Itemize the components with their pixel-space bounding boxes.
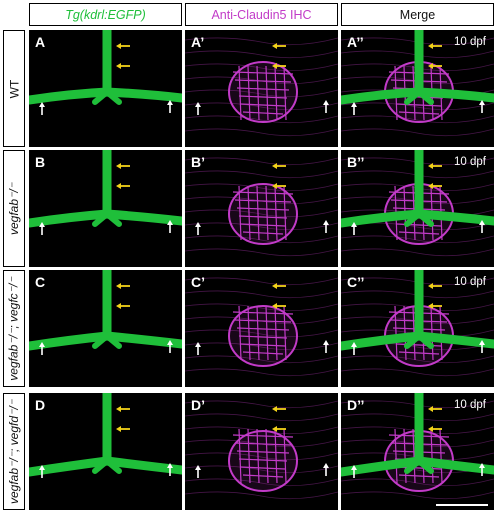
- yellow-arrow-icon: [116, 426, 130, 432]
- white-arrow-icon: [195, 222, 201, 235]
- micrograph-panel-green: A: [29, 30, 182, 147]
- panel-letter: C: [35, 274, 46, 290]
- yellow-arrow-icon: [428, 406, 442, 412]
- white-arrow-icon: [479, 100, 485, 113]
- white-arrow-icon: [39, 342, 45, 355]
- row-label-text: vegfab⁻/⁻; vegfd⁻/⁻: [7, 399, 21, 504]
- white-arrow-icon: [479, 463, 485, 476]
- micrograph-panel-merge: C’’ 10 dpf: [341, 270, 494, 387]
- white-arrow-icon: [39, 102, 45, 115]
- white-arrow-icon: [479, 220, 485, 233]
- header-claudin5: Anti-Claudin5 IHC: [185, 3, 338, 26]
- yellow-arrow-icon: [428, 163, 442, 169]
- yellow-arrow-icon: [116, 163, 130, 169]
- white-arrow-icon: [39, 222, 45, 235]
- white-arrow-icon: [167, 340, 173, 353]
- panel-letter: B’’: [347, 154, 365, 170]
- yellow-arrow-icon: [272, 163, 286, 169]
- micrograph-panel-magenta: D’: [185, 393, 338, 510]
- header-egfp: Tg(kdrl:EGFP): [29, 3, 182, 26]
- yellow-arrow-icon: [428, 303, 442, 309]
- panel-letter: A’: [191, 34, 205, 50]
- micrograph-panel-green: C: [29, 270, 182, 387]
- yellow-arrow-icon: [272, 406, 286, 412]
- yellow-arrow-icon: [116, 63, 130, 69]
- yellow-arrow-icon: [116, 406, 130, 412]
- row-label-vegfab-vegfc: vegfab⁻/⁻; vegfc⁻/⁻: [3, 270, 25, 387]
- panel-letter: C’’: [347, 274, 365, 290]
- yellow-arrow-icon: [272, 63, 286, 69]
- micrograph-panel-magenta: C’: [185, 270, 338, 387]
- panel-letter: B’: [191, 154, 205, 170]
- white-arrow-icon: [195, 342, 201, 355]
- panel-letter: D: [35, 397, 46, 413]
- panel-letter: A’’: [347, 34, 364, 50]
- white-arrow-icon: [323, 463, 329, 476]
- white-arrow-icon: [351, 342, 357, 355]
- yellow-arrow-icon: [116, 183, 130, 189]
- yellow-arrow-icon: [272, 183, 286, 189]
- yellow-arrow-icon: [428, 283, 442, 289]
- white-arrow-icon: [323, 340, 329, 353]
- white-arrow-icon: [167, 220, 173, 233]
- yellow-arrow-icon: [272, 303, 286, 309]
- micrograph-panel-magenta: A’: [185, 30, 338, 147]
- micrograph-panel-merge: D’’ 10 dpf: [341, 393, 494, 510]
- panel-letter: D’’: [347, 397, 365, 413]
- yellow-arrow-icon: [116, 283, 130, 289]
- yellow-arrow-icon: [428, 183, 442, 189]
- micrograph-panel-merge: B’’ 10 dpf: [341, 150, 494, 267]
- white-arrow-icon: [479, 340, 485, 353]
- row-label-text: vegfab⁻/⁻: [7, 182, 21, 235]
- white-arrow-icon: [195, 102, 201, 115]
- white-arrow-icon: [351, 222, 357, 235]
- row-label-text: vegfab⁻/⁻; vegfc⁻/⁻: [7, 276, 22, 381]
- age-label: 10 dpf: [454, 36, 486, 48]
- yellow-arrow-icon: [116, 43, 130, 49]
- row-label-vegfab-vegfd: vegfab⁻/⁻; vegfd⁻/⁻: [3, 393, 25, 510]
- panel-letter: D’: [191, 397, 205, 413]
- white-arrow-icon: [39, 465, 45, 478]
- white-arrow-icon: [323, 220, 329, 233]
- panel-letter: C’: [191, 274, 205, 290]
- white-arrow-icon: [195, 465, 201, 478]
- white-arrow-icon: [351, 465, 357, 478]
- micrograph-panel-magenta: B’: [185, 150, 338, 267]
- scale-bar: [436, 504, 488, 506]
- yellow-arrow-icon: [272, 426, 286, 432]
- age-label: 10 dpf: [454, 276, 486, 288]
- white-arrow-icon: [351, 102, 357, 115]
- age-label: 10 dpf: [454, 399, 486, 411]
- panel-letter: A: [35, 34, 46, 50]
- yellow-arrow-icon: [428, 426, 442, 432]
- yellow-arrow-icon: [428, 43, 442, 49]
- micrograph-panel-green: B: [29, 150, 182, 267]
- row-label-vegfab: vegfab⁻/⁻: [3, 150, 25, 267]
- micrograph-panel-merge: A’’ 10 dpf: [341, 30, 494, 147]
- white-arrow-icon: [167, 100, 173, 113]
- yellow-arrow-icon: [116, 303, 130, 309]
- header-merge: Merge: [341, 3, 494, 26]
- micrograph-panel-green: D: [29, 393, 182, 510]
- yellow-arrow-icon: [428, 63, 442, 69]
- white-arrow-icon: [323, 100, 329, 113]
- panel-letter: B: [35, 154, 46, 170]
- yellow-arrow-icon: [272, 43, 286, 49]
- age-label: 10 dpf: [454, 156, 486, 168]
- row-label-wt: WT: [3, 30, 25, 147]
- white-arrow-icon: [167, 463, 173, 476]
- row-label-text: WT: [7, 79, 21, 98]
- yellow-arrow-icon: [272, 283, 286, 289]
